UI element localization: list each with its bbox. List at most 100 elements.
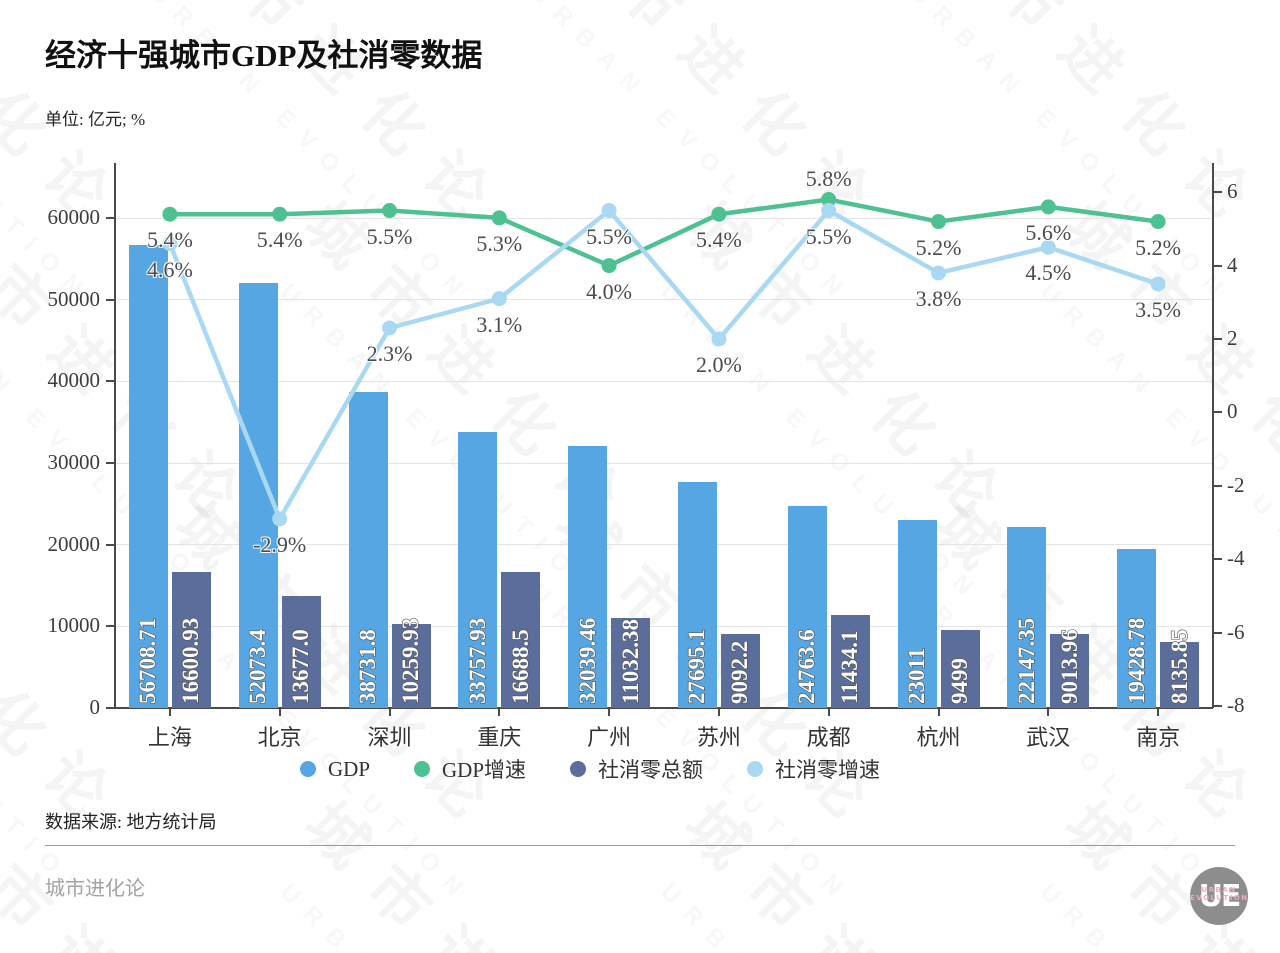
x-axis-tick (168, 708, 171, 716)
gdp-growth-label: 4.0% (586, 278, 633, 304)
gdp-growth-point (821, 192, 837, 208)
y-axis-right-tick-label: 2 (1227, 326, 1238, 350)
retail-bar (611, 617, 651, 708)
x-axis-city-label: 苏州 (696, 725, 741, 750)
y-axis-left-tick-label: 30000 (47, 450, 101, 474)
gdp-bar-value-label: 24763.6 (794, 629, 820, 705)
x-axis-city-label: 广州 (587, 725, 632, 750)
retail-growth-point (931, 265, 946, 281)
retail-growth-point (382, 320, 397, 336)
retail-bar (1050, 634, 1090, 708)
legend-label: GDP (327, 756, 370, 781)
retail-growth-point (821, 203, 837, 219)
gdp-growth-point (162, 206, 178, 222)
gdp-growth-label: 5.3% (476, 230, 523, 256)
gdp-bar (1007, 527, 1047, 708)
y-axis-left-tick-label: 20000 (47, 531, 101, 556)
y-axis-left-tick (106, 462, 115, 464)
retail-bar-value-label: 16600.93 (178, 617, 204, 704)
source-note: 数据来源: 地方统计局 (45, 812, 217, 832)
retail-growth-label: 3.5% (1135, 296, 1182, 322)
retail-bar-value-label: 16688.5 (507, 629, 533, 705)
gdp-bar (1117, 549, 1157, 708)
chart-legend: GDP GDP增速 社消零总额 社消零增速 (0, 754, 1280, 784)
y-axis-right-tick-label: -4 (1227, 546, 1245, 571)
y-axis-right-tick-label: -6 (1227, 619, 1245, 644)
x-axis-city-label: 深圳 (367, 725, 412, 750)
legend-dot-icon (747, 761, 764, 777)
y-axis-right-tick (1213, 705, 1222, 707)
y-axis-left-tick-label: 10000 (47, 613, 101, 638)
retail-growth-label: 2.3% (366, 340, 413, 366)
y-axis-left-tick (106, 380, 115, 383)
grid-line (115, 462, 1213, 464)
gdp-bar-value-label: 23011 (903, 647, 929, 704)
y-axis-left-tick (106, 625, 115, 628)
retail-growth-point (601, 203, 617, 219)
x-axis-tick (717, 708, 720, 716)
retail-growth-line (167, 208, 1161, 522)
x-axis-tick (388, 708, 391, 716)
y-axis-right-tick-label: 6 (1227, 179, 1238, 204)
x-axis-city-label: 重庆 (477, 725, 522, 750)
y-axis-left-tick-label: 50000 (47, 286, 101, 311)
grid-line (115, 380, 1213, 382)
x-axis-tick (1047, 708, 1050, 716)
retail-bar (171, 572, 211, 708)
retail-bar-value-label: 11434.1 (837, 630, 863, 705)
gdp-bar-value-label: 52073.4 (245, 629, 271, 705)
x-axis-tick (498, 708, 501, 716)
gdp-bar-value-label: 32039.46 (574, 617, 600, 704)
logo-initials: UE (1198, 878, 1242, 914)
gdp-bar-value-label: 22147.35 (1013, 617, 1039, 704)
y-axis-right-tick-label: -2 (1227, 472, 1245, 497)
legend-label: GDP增速 (442, 758, 527, 782)
gdp-growth-line (167, 197, 1161, 268)
chart-title: 经济十强城市GDP及社消零数据 (45, 38, 483, 73)
gdp-growth-label: 5.8% (805, 165, 852, 191)
y-axis-right-tick (1213, 338, 1222, 340)
grid-line (115, 299, 1213, 301)
gdp-growth-label: 5.2% (915, 234, 962, 260)
retail-bar-value-label: 9092.2 (727, 640, 753, 704)
gdp-growth-label: 5.6% (1025, 219, 1072, 245)
gdp-growth-point (601, 258, 617, 274)
legend-dot-icon (299, 761, 316, 777)
gdp-bar-value-label: 56708.71 (135, 617, 161, 704)
x-axis-tick (278, 708, 281, 716)
x-axis-tick (827, 708, 830, 716)
gdp-growth-point (1150, 214, 1166, 230)
gdp-bar-value-label: 27695.1 (684, 629, 710, 705)
brand-logo: UE URBAN EVOLUTION (1190, 867, 1248, 925)
y-axis-right-tick (1213, 191, 1222, 194)
gdp-growth-label: 5.4% (146, 227, 193, 253)
retail-bar (281, 596, 321, 708)
retail-bar (501, 571, 541, 708)
y-axis-left-tick (106, 217, 115, 219)
gdp-growth-label: 5.5% (366, 223, 413, 249)
legend-label: 社消零总额 (598, 758, 704, 782)
retail-bar (940, 630, 980, 708)
x-axis-line (115, 707, 1213, 709)
x-axis-city-label: 武汉 (1026, 725, 1071, 750)
retail-growth-label: 5.5% (805, 223, 852, 249)
x-axis-city-label: 南京 (1136, 725, 1181, 750)
legend-item-2: 社消零总额 (570, 754, 703, 784)
legend-item-1: GDP增速 (414, 754, 526, 784)
gdp-growth-point (711, 206, 727, 222)
gdp-bar (897, 520, 937, 708)
retail-bar-value-label: 10259.93 (397, 617, 423, 704)
retail-growth-label: 3.1% (476, 311, 523, 337)
retail-bar-value-label: 9013.96 (1056, 629, 1082, 705)
y-axis-right-tick (1213, 484, 1222, 487)
x-axis-tick (1157, 708, 1160, 716)
gdp-growth-label: 5.4% (256, 227, 303, 253)
retail-growth-label: 2.0% (695, 352, 742, 377)
y-axis-left-tick (106, 707, 115, 709)
retail-bar (1160, 641, 1200, 708)
y-axis-left-tick-label: 0 (89, 695, 101, 719)
y-axis-right-tick-label: -8 (1227, 693, 1245, 717)
y-axis-left-tick (106, 298, 115, 301)
y-axis-right-tick-label: 0 (1227, 399, 1238, 424)
retail-bar-value-label: 13677.0 (288, 629, 314, 705)
